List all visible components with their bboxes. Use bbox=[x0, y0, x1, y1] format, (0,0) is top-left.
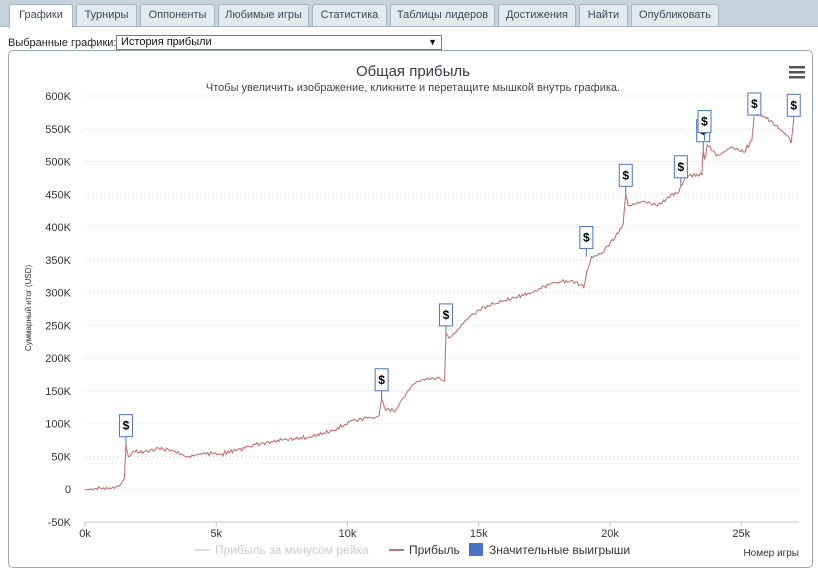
y-tick-label: 400K bbox=[45, 222, 71, 234]
y-tick-label: 150K bbox=[45, 386, 71, 398]
big-win-flag-label: $ bbox=[701, 115, 708, 129]
chart-selector-value: История прибыли bbox=[121, 36, 212, 48]
chart-title: Общая прибыль bbox=[356, 63, 470, 80]
big-win-flag[interactable]: $ bbox=[118, 414, 133, 445]
tab-tournaments[interactable]: Турниры bbox=[76, 4, 137, 26]
y-tick-label: 0 bbox=[65, 484, 71, 496]
y-tick-label: 600K bbox=[45, 91, 71, 103]
big-win-flag-label: $ bbox=[622, 168, 629, 182]
tab-publish[interactable]: Опубликовать bbox=[631, 4, 719, 26]
legend-item-profit[interactable]: Прибыль bbox=[389, 543, 460, 557]
x-tick-label: 10k bbox=[339, 528, 357, 540]
dropdown-arrow-icon: ▼ bbox=[428, 37, 437, 47]
chart-subtitle: Чтобы увеличить изображение, кликните и … bbox=[206, 82, 620, 94]
chart-panel[interactable]: Общая прибыль Чтобы увеличить изображени… bbox=[8, 50, 813, 568]
big-win-flag-label: $ bbox=[790, 98, 797, 112]
big-win-flag[interactable]: $ bbox=[747, 92, 762, 116]
big-win-flag[interactable]: $ bbox=[438, 303, 453, 334]
legend-item-big-wins[interactable]: Значительные выигрыши bbox=[469, 543, 630, 557]
tab-achievements[interactable]: Достижения bbox=[498, 4, 576, 26]
x-tick-label: 15k bbox=[470, 528, 488, 540]
x-axis-title: Номер игры bbox=[743, 548, 799, 559]
big-win-flag-label: $ bbox=[123, 419, 130, 433]
legend-label-profit: Прибыль bbox=[409, 543, 460, 557]
big-win-flag-label: $ bbox=[378, 373, 385, 387]
y-tick-label: 50K bbox=[51, 451, 71, 463]
big-win-flag-label: $ bbox=[751, 97, 758, 111]
tab-opponents[interactable]: Оппоненты bbox=[140, 4, 215, 26]
profit-chart[interactable]: Общая прибыль Чтобы увеличить изображени… bbox=[9, 51, 812, 567]
y-tick-label: 250K bbox=[45, 320, 71, 332]
hamburger-menu-icon[interactable] bbox=[789, 66, 805, 79]
tab-favorite-games[interactable]: Любимые игры bbox=[218, 4, 309, 26]
big-win-flag-label: $ bbox=[443, 308, 450, 322]
y-tick-label: 500K bbox=[45, 157, 71, 169]
legend: Прибыль за минусом рейка Прибыль Значите… bbox=[195, 543, 630, 557]
big-win-flag[interactable]: $ bbox=[673, 155, 688, 186]
y-tick-label: -50K bbox=[48, 517, 72, 529]
tab-leaderboards[interactable]: Таблицы лидеров bbox=[390, 4, 495, 26]
profit-series-line bbox=[84, 110, 795, 491]
big-win-flag[interactable]: $ bbox=[374, 368, 389, 399]
legend-label-big-wins: Значительные выигрыши bbox=[489, 543, 630, 557]
x-tick-label: 20k bbox=[601, 528, 619, 540]
x-tick-label: 25k bbox=[732, 528, 750, 540]
y-tick-label: 550K bbox=[45, 124, 71, 136]
y-tick-label: 450K bbox=[45, 189, 71, 201]
y-axis-title: Суммарный итог (USD) bbox=[24, 265, 33, 352]
big-win-flag[interactable]: $ bbox=[697, 110, 712, 141]
y-tick-label: 350K bbox=[45, 255, 71, 267]
legend-label-net-rake: Прибыль за минусом рейка bbox=[215, 543, 369, 557]
chart-selector-dropdown[interactable]: История прибыли ▼ bbox=[116, 35, 442, 50]
x-tick-label: 0k bbox=[79, 528, 91, 540]
y-tick-label: 100K bbox=[45, 419, 71, 431]
big-win-flag-label: $ bbox=[678, 160, 685, 174]
legend-item-net-rake[interactable]: Прибыль за минусом рейка bbox=[195, 543, 369, 557]
tab-statistics[interactable]: Статистика bbox=[312, 4, 387, 26]
x-tick-label: 5k bbox=[210, 528, 222, 540]
tab-search[interactable]: Найти bbox=[579, 4, 628, 26]
big-win-flag[interactable]: $ bbox=[579, 226, 594, 257]
y-tick-label: 300K bbox=[45, 288, 71, 300]
tab-graphs[interactable]: Графики bbox=[9, 4, 73, 28]
y-tick-label: 200K bbox=[45, 353, 71, 365]
big-win-flag[interactable]: $ bbox=[786, 93, 801, 119]
chart-selector-label: Выбранные графики: bbox=[8, 37, 117, 49]
big-win-flag[interactable]: $ bbox=[618, 163, 633, 195]
big-win-flag-label: $ bbox=[583, 231, 590, 245]
